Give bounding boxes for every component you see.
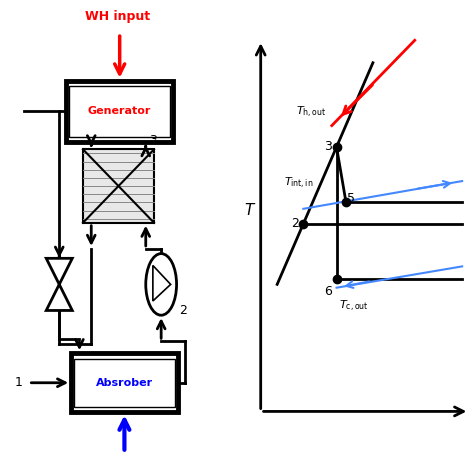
Polygon shape bbox=[153, 265, 171, 301]
Text: 5: 5 bbox=[347, 191, 355, 205]
Text: 2: 2 bbox=[179, 304, 187, 317]
Circle shape bbox=[146, 254, 176, 315]
Bar bbox=[69, 86, 170, 137]
Text: T: T bbox=[244, 203, 254, 219]
Text: 2: 2 bbox=[291, 217, 299, 230]
Polygon shape bbox=[46, 284, 72, 310]
Text: $T_{\rm c,out}$: $T_{\rm c,out}$ bbox=[339, 300, 369, 314]
Bar bbox=[74, 359, 175, 407]
Polygon shape bbox=[46, 258, 72, 284]
Text: 3: 3 bbox=[149, 134, 157, 147]
Bar bbox=[66, 81, 173, 142]
Text: $T_{\rm int,in}$: $T_{\rm int,in}$ bbox=[284, 176, 314, 191]
Bar bbox=[83, 149, 154, 223]
Text: 6: 6 bbox=[324, 285, 332, 299]
Text: Absrober: Absrober bbox=[96, 378, 153, 388]
Text: WH input: WH input bbox=[85, 10, 150, 23]
Text: $T_{\rm h,out}$: $T_{\rm h,out}$ bbox=[296, 105, 327, 120]
Text: Generator: Generator bbox=[88, 106, 151, 117]
Text: 1: 1 bbox=[15, 376, 23, 389]
Bar bbox=[71, 353, 178, 412]
Text: 3: 3 bbox=[324, 140, 332, 154]
